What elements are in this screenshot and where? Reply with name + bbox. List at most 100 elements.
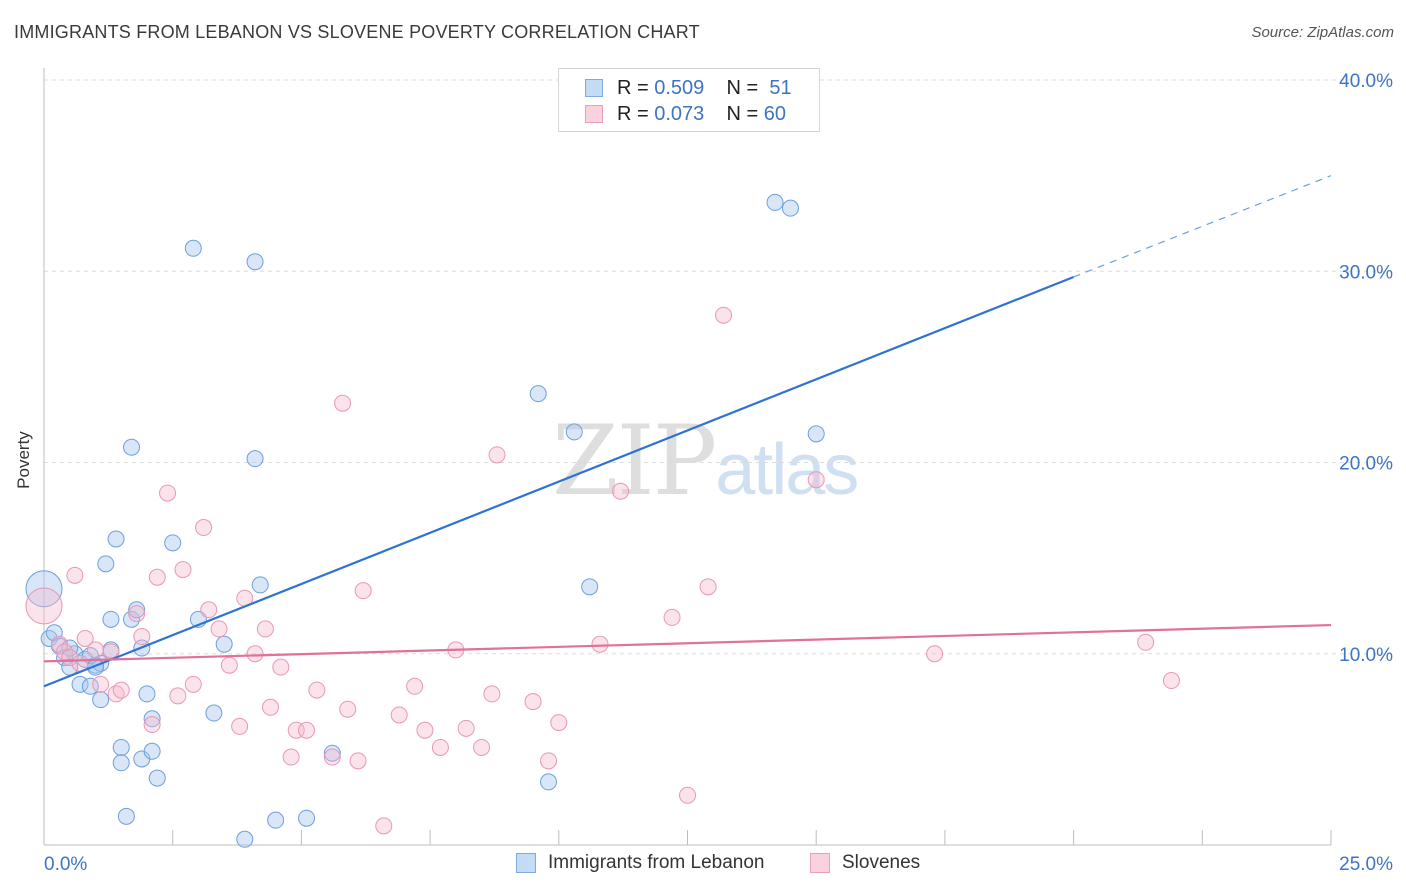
slovenes-point-54 (663, 608, 681, 626)
correlation-legend: R = 0.509 N = 51 R = 0.073 N = 60 (558, 68, 820, 132)
slovenes-point-23 (220, 656, 238, 674)
slovenes-point-43 (431, 738, 449, 756)
lebanon-point-0 (25, 570, 63, 608)
slovenes-point-33 (308, 681, 326, 699)
lebanon-point-19 (117, 807, 135, 825)
slovenes-point-51 (550, 714, 568, 732)
slovenes-point-8 (92, 675, 110, 693)
y-tick-label-0: 10.0% (1339, 645, 1393, 666)
lebanon-point-30 (184, 239, 202, 257)
y-tick-label-3: 40.0% (1339, 71, 1393, 92)
slovenes-point-58 (807, 471, 825, 489)
slovenes-point-39 (375, 817, 393, 835)
lebanon-point-47 (807, 425, 825, 443)
slovenes-point-20 (195, 519, 213, 537)
lebanon-point-41 (529, 385, 547, 403)
lebanon-point-44 (581, 578, 599, 596)
slovenes-point-42 (416, 721, 434, 739)
y-axis-label-text: Poverty (14, 431, 33, 489)
source-label: Source: ZipAtlas.com (1251, 24, 1394, 41)
lebanon-point-9 (81, 677, 99, 695)
lebanon-point-37 (251, 576, 269, 594)
lebanon-point-39 (298, 809, 316, 827)
slovenes-point-59 (926, 645, 944, 663)
slovenes-point-24 (231, 717, 249, 735)
lebanon-point-34 (236, 830, 254, 848)
x-tick-label-0: 0.0% (44, 854, 87, 875)
slovenes-point-18 (174, 561, 192, 579)
lebanon-point-29 (164, 534, 182, 552)
lebanon-point-28 (148, 769, 166, 787)
lebanon-point-21 (123, 438, 141, 456)
lebanon-point-22 (128, 601, 146, 619)
lebanon-point-12 (92, 691, 110, 709)
lebanon-point-38 (267, 811, 285, 829)
slovenes-point-46 (473, 738, 491, 756)
legend-n-slovenes: 60 (763, 103, 787, 125)
bottom-legend-label-slovenes: Slovenes (842, 852, 921, 873)
legend-swatch-lebanon (585, 79, 603, 97)
slovenes-point-17 (169, 687, 187, 705)
slovenes-point-41 (406, 677, 424, 695)
bottom-legend-swatch-slovenes (810, 853, 830, 873)
lebanon-trend-line (43, 275, 1075, 688)
y-axis-label: Poverty (4, 420, 44, 500)
slovenes-point-61 (1162, 672, 1180, 690)
bottom-legend-label-lebanon: Immigrants from Lebanon (548, 852, 765, 873)
lebanon-point-45 (766, 193, 784, 211)
slovenes-point-56 (699, 578, 717, 596)
slovenes-point-45 (457, 719, 475, 737)
lebanon-point-15 (102, 610, 120, 628)
slovenes-point-27 (256, 620, 274, 638)
y-tick-label-1: 20.0% (1339, 454, 1393, 475)
lebanon-trend-extension (1073, 175, 1332, 278)
lebanon-point-33 (215, 635, 233, 653)
lebanon-point-13 (97, 555, 115, 573)
slovenes-trend-line (43, 623, 1332, 663)
lebanon-point-26 (143, 742, 161, 760)
lebanon-point-43 (565, 423, 583, 441)
slovenes-point-57 (715, 306, 733, 324)
slovenes-point-52 (591, 635, 609, 653)
lebanon-point-16 (107, 530, 125, 548)
lebanon-point-18 (112, 754, 130, 772)
slovenes-point-29 (272, 658, 290, 676)
lebanon-point-42 (540, 773, 558, 791)
slovenes-point-30 (282, 748, 300, 766)
slovenes-point-37 (349, 752, 367, 770)
slovenes-point-36 (339, 700, 357, 718)
slovenes-point-48 (488, 446, 506, 464)
slovenes-point-15 (148, 568, 166, 586)
lebanon-point-7 (71, 675, 89, 693)
slovenes-point-31 (287, 721, 305, 739)
slovenes-point-21 (200, 601, 218, 619)
slovenes-point-53 (612, 482, 630, 500)
slovenes-point-40 (390, 706, 408, 724)
legend-text-slovenes: R = 0.073 N = 60 (617, 103, 787, 125)
slovenes-point-50 (540, 752, 558, 770)
lebanon-point-46 (781, 199, 799, 217)
slovenes-point-16 (159, 484, 177, 502)
slovenes-point-12 (128, 605, 146, 623)
slovenes-point-14 (143, 716, 161, 734)
slovenes-point-34 (323, 748, 341, 766)
lebanon-point-27 (143, 710, 161, 728)
slovenes-point-26 (246, 645, 264, 663)
watermark-zip: ZIP (552, 405, 717, 517)
chart-title: IMMIGRANTS FROM LEBANON VS SLOVENE POVER… (14, 22, 700, 42)
slovenes-point-6 (76, 629, 94, 647)
slovenes-point-38 (354, 582, 372, 600)
watermark: ZIPatlas (552, 405, 859, 517)
legend-swatch-slovenes (585, 105, 603, 123)
slovenes-point-28 (262, 698, 280, 716)
lebanon-point-35 (246, 253, 264, 271)
legend-r-slovenes: 0.073 (654, 103, 705, 125)
slovenes-point-0 (25, 587, 63, 625)
lebanon-point-25 (138, 685, 156, 703)
slovenes-point-55 (679, 786, 696, 804)
y-tick-label-2: 30.0% (1339, 262, 1393, 283)
legend-text-lebanon: R = 0.509 N = 51 (617, 77, 792, 99)
slovenes-point-35 (334, 394, 352, 412)
slovenes-point-11 (112, 681, 130, 699)
